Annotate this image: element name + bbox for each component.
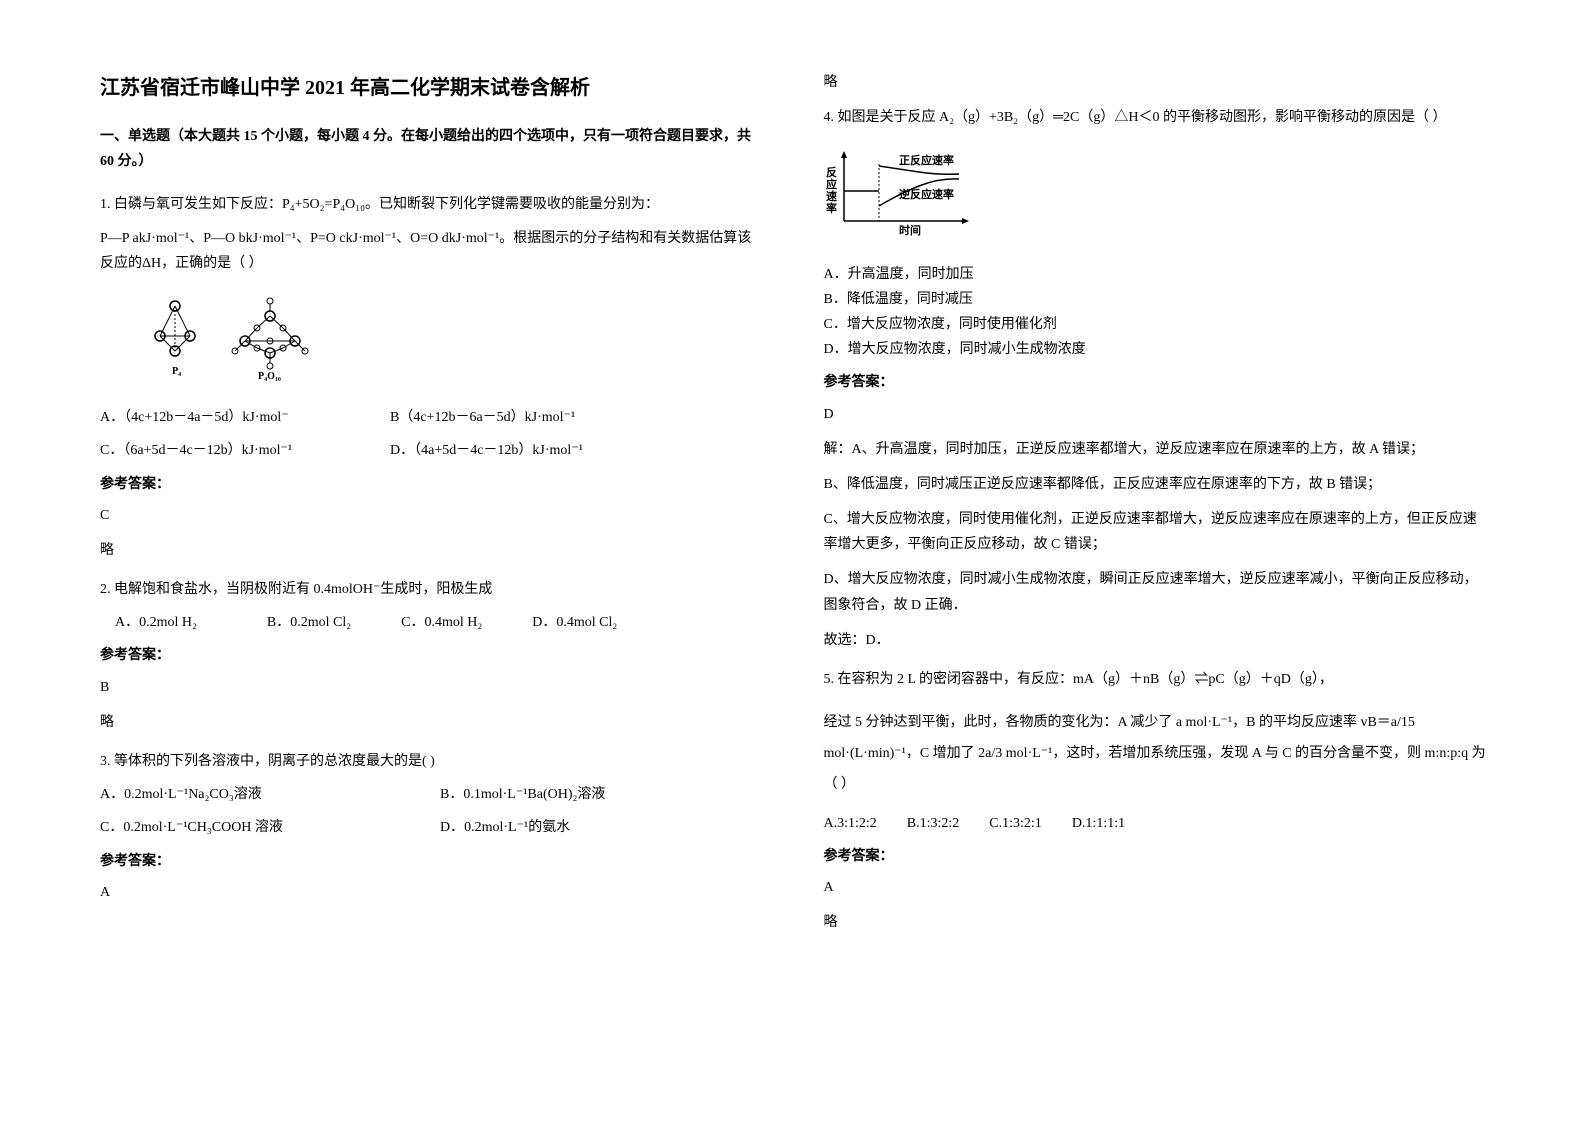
- page-title: 江苏省宿迁市峰山中学 2021 年高二化学期末试卷含解析: [100, 70, 764, 106]
- chart-line1-label: 正反应速率: [899, 153, 954, 167]
- section-intro: 一、单选题（本大题共 15 个小题，每小题 4 分。在每小题给出的四个选项中，只…: [100, 124, 764, 174]
- question-1: 1. 白磷与氧可发生如下反应：P₄+5O₂=P₄O₁₀。已知断裂下列化学键需要吸…: [100, 192, 764, 563]
- q4-answer: D: [824, 402, 1488, 427]
- q5-optA: A.3:1:2:2: [824, 811, 877, 836]
- q3-answer: A: [100, 880, 764, 905]
- q1-text1: 1. 白磷与氧可发生如下反应：P₄+5O₂=P₄O₁₀。已知断裂下列化学键需要吸…: [100, 192, 764, 217]
- q3-explain-right: 略: [824, 70, 1488, 95]
- q5-optC: C.1:3:2:1: [989, 811, 1042, 836]
- svg-text:速: 速: [826, 189, 837, 203]
- q2-optA: A．0.2mol H₂: [115, 610, 197, 635]
- q2-options: A．0.2mol H₂ B．0.2mol Cl₂ C．0.4mol H₂ D．0…: [100, 610, 764, 635]
- right-column: 略 4. 如图是关于反应 A₂（g）+3B₂（g）═2C（g）△H＜0 的平衡移…: [824, 70, 1488, 949]
- q3-optC: C．0.2mol·L⁻¹CH₃COOH 溶液: [100, 815, 400, 840]
- q2-optB: B．0.2mol Cl₂: [267, 610, 351, 635]
- chart-x-label: 时间: [899, 223, 921, 236]
- q2-optC: C．0.4mol H₂: [401, 610, 482, 635]
- q1-answer: C: [100, 503, 764, 528]
- q2-optD: D．0.4mol Cl₂: [532, 610, 617, 635]
- chart-y-label: 反: [826, 165, 837, 179]
- q4-explain4: D、增大反应物浓度，同时减小生成物浓度，瞬间正反应速率增大，逆反应速率减小，平衡…: [824, 567, 1488, 617]
- q5-optB: B.1:3:2:2: [907, 811, 960, 836]
- q4-optB: B．降低温度，同时减压: [824, 287, 1488, 312]
- q1-options: A．（4c+12b－4a－5d）kJ·mol⁻ B（4c+12b－6a－5d）k…: [100, 405, 764, 463]
- q5-optD: D.1:1:1:1: [1072, 811, 1125, 836]
- chart-line2-label: 逆反应速率: [899, 187, 954, 201]
- q1-optC: C．（6a+5d－4c－12b）kJ·mol⁻¹: [100, 438, 350, 463]
- q4-explain3: C、增大反应物浓度，同时使用催化剂，正逆反应速率都增大，逆反应速率应在原速率的上…: [824, 507, 1488, 557]
- q2-text: 2. 电解饱和食盐水，当阴极附近有 0.4molOH⁻生成时，阳极生成: [100, 577, 764, 602]
- rate-chart-svg: 反 应 速 率 正反应速率 逆反应速率 时间: [824, 146, 984, 236]
- q1-explain: 略: [100, 538, 764, 563]
- q4-text: 4. 如图是关于反应 A₂（g）+3B₂（g）═2C（g）△H＜0 的平衡移动图…: [824, 105, 1488, 130]
- q1-text2: P—P akJ·mol⁻¹、P—O bkJ·mol⁻¹、P=O ckJ·mol⁻…: [100, 226, 764, 276]
- p4o10-label: P₄O₁₀: [258, 371, 281, 382]
- page-container: 江苏省宿迁市峰山中学 2021 年高二化学期末试卷含解析 一、单选题（本大题共 …: [100, 70, 1487, 949]
- q5-options: A.3:1:2:2 B.1:3:2:2 C.1:3:2:1 D.1:1:1:1: [824, 811, 1488, 836]
- p4-label: P₄: [172, 366, 181, 377]
- q3-optD: D．0.2mol·L⁻¹的氨水: [440, 815, 570, 840]
- svg-text:率: 率: [826, 201, 837, 215]
- question-4: 4. 如图是关于反应 A₂（g）+3B₂（g）═2C（g）△H＜0 的平衡移动图…: [824, 105, 1488, 653]
- q3-optA: A．0.2mol·L⁻¹Na₂CO₃溶液: [100, 782, 400, 807]
- q4-answer-label: 参考答案：: [824, 370, 1488, 395]
- question-5: 5. 在容积为 2 L 的密闭容器中，有反应：mA（g）＋nB（g）⇌pC（g）…: [824, 667, 1488, 935]
- q1-optA: A．（4c+12b－4a－5d）kJ·mol⁻: [100, 405, 350, 430]
- q5-text2: 经过 5 分钟达到平衡，此时，各物质的变化为：A 减少了 a mol·L⁻¹，B…: [824, 708, 1488, 800]
- q5-text1: 5. 在容积为 2 L 的密闭容器中，有反应：mA（g）＋nB（g）⇌pC（g）…: [824, 667, 1488, 692]
- q3-optB: B．0.1mol·L⁻¹Ba(OH)₂溶液: [440, 782, 605, 807]
- q1-optB: B（4c+12b－6a－5d）kJ·mol⁻¹: [390, 405, 575, 430]
- q1-answer-label: 参考答案：: [100, 472, 764, 497]
- q3-answer-label: 参考答案：: [100, 849, 764, 874]
- q4-options: A．升高温度，同时加压 B．降低温度，同时减压 C．增大反应物浓度，同时使用催化…: [824, 262, 1488, 363]
- p4-p4o10-svg: P₄: [130, 286, 330, 386]
- q4-explain5: 故选：D．: [824, 628, 1488, 653]
- q2-answer-label: 参考答案：: [100, 643, 764, 668]
- svg-text:应: 应: [826, 177, 837, 191]
- q4-optC: C．增大反应物浓度，同时使用催化剂: [824, 312, 1488, 337]
- q5-explain: 略: [824, 910, 1488, 935]
- question-2: 2. 电解饱和食盐水，当阴极附近有 0.4molOH⁻生成时，阳极生成 A．0.…: [100, 577, 764, 735]
- q4-explain1: 解：A、升高温度，同时加压，正逆反应速率都增大，逆反应速率应在原速率的上方，故 …: [824, 437, 1488, 462]
- rate-chart: 反 应 速 率 正反应速率 逆反应速率 时间: [824, 146, 984, 245]
- q2-explain: 略: [100, 710, 764, 735]
- q4-explain2: B、降低温度，同时减压正逆反应速率都降低，正反应速率应在原速率的下方，故 B 错…: [824, 472, 1488, 497]
- q1-optD: D．（4a+5d－4c－12b）kJ·mol⁻¹: [390, 438, 583, 463]
- q4-optD: D．增大反应物浓度，同时减小生成物浓度: [824, 337, 1488, 362]
- q5-answer: A: [824, 875, 1488, 900]
- q3-options: A．0.2mol·L⁻¹Na₂CO₃溶液 B．0.1mol·L⁻¹Ba(OH)₂…: [100, 782, 764, 840]
- q2-answer: B: [100, 675, 764, 700]
- molecule-diagram: P₄: [130, 286, 764, 395]
- left-column: 江苏省宿迁市峰山中学 2021 年高二化学期末试卷含解析 一、单选题（本大题共 …: [100, 70, 764, 949]
- q5-answer-label: 参考答案：: [824, 844, 1488, 869]
- question-3: 3. 等体积的下列各溶液中，阴离子的总浓度最大的是( ) A．0.2mol·L⁻…: [100, 749, 764, 905]
- q3-text: 3. 等体积的下列各溶液中，阴离子的总浓度最大的是( ): [100, 749, 764, 774]
- q4-optA: A．升高温度，同时加压: [824, 262, 1488, 287]
